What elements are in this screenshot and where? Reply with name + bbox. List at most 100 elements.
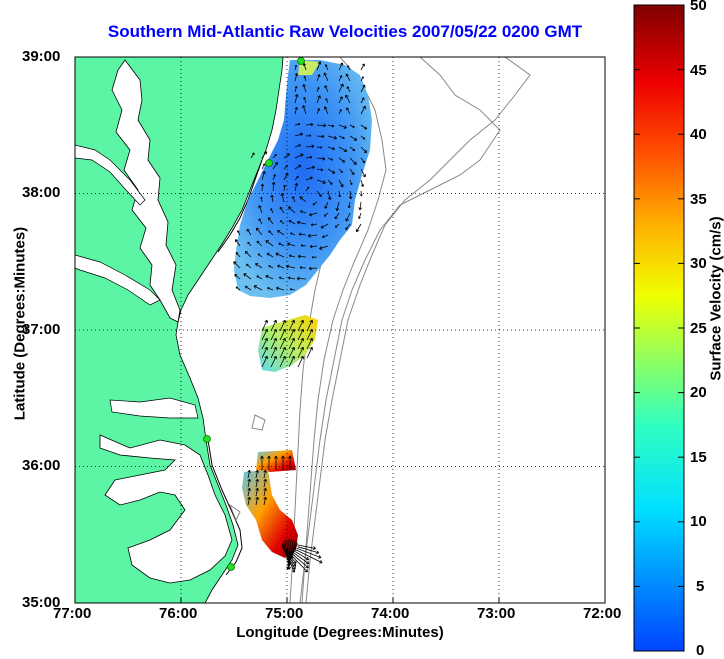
velocity-vector bbox=[279, 206, 285, 214]
velocity-vector bbox=[358, 201, 362, 211]
velocity-vector bbox=[338, 75, 343, 82]
velocity-vector bbox=[279, 355, 286, 368]
x-tick-label: 74:00 bbox=[371, 605, 410, 622]
velocity-vector bbox=[305, 155, 313, 159]
x-tick-label: 76:00 bbox=[159, 605, 198, 622]
velocity-vector bbox=[323, 212, 329, 217]
velocity-vector bbox=[255, 487, 259, 497]
velocity-vector bbox=[261, 163, 266, 170]
velocity-vector bbox=[294, 85, 298, 93]
velocity-vector bbox=[316, 74, 321, 82]
velocity-vector bbox=[296, 276, 307, 281]
velocity-vector bbox=[256, 275, 263, 280]
velocity-vector bbox=[335, 201, 340, 212]
velocity-vector bbox=[355, 223, 362, 233]
x-tick-label: 72:00 bbox=[583, 605, 622, 622]
velocity-vector bbox=[327, 124, 335, 128]
colorbar bbox=[633, 4, 685, 652]
velocity-vector bbox=[324, 201, 329, 209]
radar-station-marker bbox=[203, 435, 211, 443]
velocity-vector bbox=[316, 87, 320, 93]
map-grid bbox=[75, 57, 605, 603]
velocity-vector bbox=[294, 72, 299, 82]
velocity-vector bbox=[338, 168, 343, 173]
velocity-vector bbox=[279, 346, 286, 359]
velocity-vector bbox=[327, 190, 332, 201]
y-tick-label: 37:00 bbox=[22, 321, 61, 338]
potomac-river bbox=[75, 144, 146, 206]
velocity-vector bbox=[272, 161, 278, 170]
velocity-vector bbox=[306, 328, 313, 341]
x-tick-marks bbox=[180, 598, 500, 603]
colorbar-tick-label: 50 bbox=[690, 0, 707, 14]
velocity-vector bbox=[270, 328, 277, 341]
velocity-vector bbox=[300, 244, 307, 247]
velocity-vector bbox=[323, 106, 329, 115]
velocity-vector bbox=[289, 288, 296, 291]
velocity-vector bbox=[316, 156, 326, 161]
velocity-vector bbox=[294, 182, 299, 192]
velocity-vector bbox=[294, 144, 301, 148]
velocity-vector bbox=[360, 124, 368, 130]
velocity-vector bbox=[322, 234, 329, 239]
velocity-vector bbox=[246, 263, 252, 269]
velocity-vector bbox=[360, 105, 366, 115]
radar-station-marker bbox=[297, 57, 305, 65]
velocity-vector bbox=[288, 254, 296, 258]
velocity-vector bbox=[324, 64, 329, 71]
velocity-vector bbox=[338, 146, 348, 152]
x-tick-label: 75:00 bbox=[265, 605, 304, 622]
velocity-vector bbox=[255, 478, 259, 488]
velocity-vector bbox=[290, 550, 310, 565]
velocity-field-north bbox=[234, 60, 372, 298]
velocity-vector bbox=[327, 157, 333, 161]
velocity-vector bbox=[348, 190, 353, 200]
velocity-vector bbox=[276, 286, 285, 291]
map-title: Southern Mid-Atlantic Raw Velocities 200… bbox=[107, 22, 583, 41]
y-tick-label: 38:00 bbox=[22, 184, 61, 201]
velocity-vector bbox=[272, 174, 276, 181]
velocity-vector bbox=[360, 76, 364, 82]
velocity-vector bbox=[267, 455, 271, 470]
radar-stations bbox=[203, 57, 305, 571]
velocity-vector bbox=[288, 219, 296, 225]
velocity-vector bbox=[327, 179, 333, 185]
colorbar-tick-label: 20 bbox=[690, 384, 707, 401]
velocity-vector bbox=[270, 194, 274, 203]
velocity-vector bbox=[297, 355, 304, 368]
colorbar-tick-marks bbox=[634, 4, 684, 652]
velocity-vector bbox=[247, 241, 252, 247]
velocity-vector bbox=[281, 455, 285, 470]
velocity-vector bbox=[268, 230, 274, 236]
velocity-vector bbox=[349, 157, 357, 165]
velocity-vector bbox=[288, 206, 296, 214]
velocity-vector bbox=[297, 254, 307, 259]
colorbar-tick-label: 30 bbox=[690, 255, 707, 272]
velocity-vector bbox=[338, 96, 343, 104]
albemarle-sound bbox=[109, 397, 199, 419]
velocity-vector bbox=[324, 85, 329, 93]
velocity-vector bbox=[347, 201, 351, 209]
velocity-vector bbox=[345, 223, 351, 230]
velocity-vector bbox=[260, 455, 264, 470]
velocity-vector bbox=[271, 181, 276, 192]
velocity-vector bbox=[288, 355, 295, 368]
velocity-vector bbox=[261, 171, 266, 181]
velocity-vector bbox=[291, 196, 296, 203]
velocity-vector bbox=[294, 153, 304, 159]
velocity-vector bbox=[247, 478, 251, 488]
y-tick-label: 39:00 bbox=[22, 48, 61, 65]
velocity-vector bbox=[306, 337, 313, 350]
velocity-vector bbox=[263, 487, 267, 497]
velocity-vector bbox=[316, 108, 320, 115]
velocity-vector bbox=[360, 179, 365, 187]
velocity-vector bbox=[316, 61, 322, 71]
velocity-vector bbox=[316, 123, 327, 128]
velocity-vector bbox=[261, 337, 268, 350]
velocity-vector bbox=[277, 264, 285, 269]
velocity-vector bbox=[297, 337, 304, 350]
velocity-vector bbox=[263, 496, 267, 506]
velocity-vector bbox=[316, 134, 325, 139]
velocity-vector bbox=[255, 469, 259, 479]
york-james-rivers bbox=[75, 254, 161, 306]
